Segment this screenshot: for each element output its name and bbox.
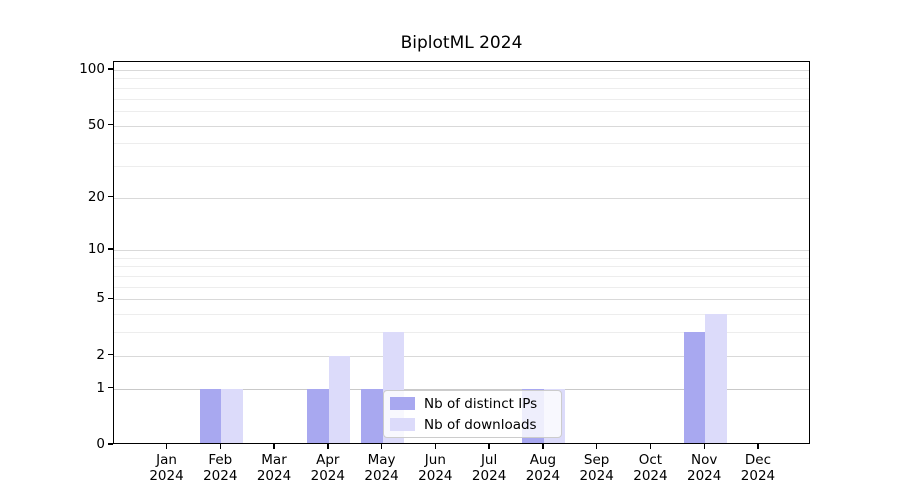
y-tick-mark	[108, 68, 113, 70]
gridline-major	[114, 250, 809, 252]
y-tick-label: 1	[96, 379, 105, 396]
gridline-minor	[114, 276, 809, 278]
y-tick-mark	[108, 443, 113, 445]
y-tick-label: 50	[87, 116, 105, 133]
bar-downloads-apr	[328, 355, 351, 444]
y-tick-label: 20	[87, 188, 105, 205]
y-tick-label: 100	[79, 61, 105, 77]
bar-downloads-nov	[705, 314, 727, 444]
y-tick-mark	[108, 123, 113, 126]
gridline-major	[114, 355, 809, 357]
bar-ips-nov	[683, 332, 706, 444]
gridline-minor	[114, 266, 809, 268]
gridline-minor	[114, 332, 809, 334]
gridline-minor	[114, 87, 809, 89]
x-tick-mark	[273, 444, 275, 449]
x-tick-mark	[703, 444, 705, 449]
legend: Nb of distinct IPs Nb of downloads	[383, 390, 562, 438]
y-tick-mark	[108, 354, 113, 356]
y-tick-mark	[108, 297, 113, 300]
gridline-major	[114, 125, 809, 127]
gridline-minor	[114, 257, 809, 259]
gridline-major	[114, 70, 809, 71]
y-tick-mark	[108, 386, 113, 389]
x-tick-label: May 2024	[364, 452, 399, 484]
x-tick-mark	[219, 444, 221, 449]
x-tick-label: Mar 2024	[256, 452, 292, 484]
plot-area	[113, 61, 810, 444]
x-tick-label: Apr 2024	[310, 452, 345, 484]
gridline-minor	[114, 143, 809, 145]
gridline-minor	[114, 78, 809, 80]
gridline-major	[114, 388, 809, 390]
gridline-minor	[114, 165, 809, 167]
x-tick-label: Aug 2024	[525, 452, 561, 484]
x-tick-label: Jul 2024	[471, 452, 507, 484]
x-tick-label: Nov 2024	[687, 452, 722, 484]
gridline-minor	[114, 110, 809, 112]
x-tick-label: Jan 2024	[149, 452, 184, 484]
x-tick-mark	[595, 444, 598, 449]
y-tick-label: 0	[96, 436, 105, 452]
chart-title: BiplotML 2024	[400, 33, 523, 53]
x-tick-mark	[165, 444, 168, 449]
y-tick-mark	[108, 195, 113, 198]
bar-ips-feb	[199, 388, 222, 444]
x-tick-label: Dec 2024	[740, 452, 776, 484]
gridline-major	[114, 299, 809, 301]
legend-item-downloads: Nb of downloads	[390, 417, 553, 433]
y-tick-label: 5	[96, 290, 105, 307]
legend-label-downloads: Nb of downloads	[424, 416, 537, 433]
gridline-minor	[114, 314, 809, 316]
y-tick-mark	[108, 248, 113, 250]
x-tick-mark	[327, 444, 329, 449]
bar-ips-apr	[307, 388, 329, 444]
x-tick-mark	[649, 444, 652, 449]
x-tick-mark	[434, 444, 437, 449]
x-tick-label: Sep 2024	[579, 452, 614, 484]
legend-swatch-downloads	[390, 418, 415, 431]
legend-swatch-distinct-ips	[390, 397, 415, 410]
y-tick-label: 2	[96, 346, 105, 363]
x-tick-label: Oct 2024	[633, 452, 668, 484]
gridline-minor	[114, 98, 809, 100]
bar-downloads-feb	[221, 388, 243, 444]
x-tick-mark	[488, 444, 490, 449]
x-tick-mark	[380, 444, 383, 449]
legend-item-distinct-ips: Nb of distinct IPs	[390, 396, 553, 412]
x-tick-label: Feb 2024	[203, 452, 238, 484]
x-tick-label: Jun 2024	[418, 452, 453, 484]
y-tick-label: 10	[87, 241, 105, 258]
legend-label-distinct-ips: Nb of distinct IPs	[424, 395, 538, 412]
x-tick-mark	[757, 444, 759, 449]
x-tick-mark	[542, 444, 544, 449]
gridline-major	[114, 197, 809, 199]
bar-ips-may	[361, 388, 383, 444]
gridline-minor	[114, 286, 809, 288]
